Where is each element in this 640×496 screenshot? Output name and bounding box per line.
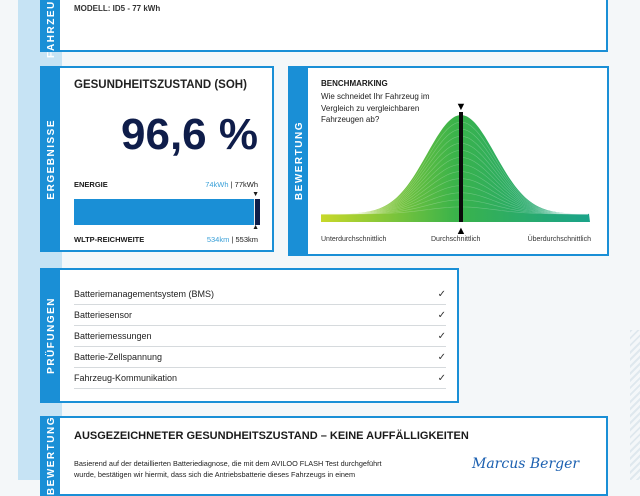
verdict-text-1: Basierend auf der detaillierten Batterie… [74,459,382,468]
checks-panel: PRÜFUNGEN Batteriemanagementsystem (BMS)… [40,268,459,403]
verdict-tab: BEWERTUNG [42,416,60,496]
marker-up-icon: ▲ [252,224,259,231]
check-item: Batteriesensor ✓ [74,305,446,326]
check-label: Batterie-Zellspannung [74,352,163,362]
range-nominal: 553km [235,235,258,244]
checkmark-icon: ✓ [437,309,446,321]
soh-bar-fill [74,199,254,225]
verdict-text-2: wurde, bestätigen wir hiermit, dass sich… [74,470,356,479]
separator: | [228,180,235,189]
label-below: Unterdurchschnittlich [321,236,387,243]
check-label: Fahrzeug-Kommunikation [74,373,178,383]
marker-down-icon: ▼ [456,101,467,113]
check-item: Batteriemanagementsystem (BMS) ✓ [74,284,446,305]
marker-down-icon: ▼ [252,191,259,198]
benchmark-panel: BEWERTUNG BENCHMARKING Wie schneidet Ihr… [288,66,609,256]
vehicle-model: MODELL: ID5 - 77 kWh [74,4,161,13]
results-tab: ERGEBNISSE [42,68,60,250]
range-label: WLTP-REICHWEITE [74,235,145,244]
nominal-marker [255,199,260,225]
checks-tab: PRÜFUNGEN [42,270,60,401]
label-above: Überdurchschnittlich [527,236,591,243]
check-item: Fahrzeug-Kommunikation ✓ [74,368,446,389]
distribution-curve: ▼ ▲ [321,101,590,237]
check-item: Batteriemessungen ✓ [74,326,446,347]
benchmark-title: BENCHMARKING [321,79,388,88]
signature: Marcus Berger [472,456,580,472]
vehicle-panel: FAHRZEUG MODELL: ID5 - 77 kWh [40,0,608,58]
checkmark-icon: ✓ [437,288,446,300]
checkmark-icon: ✓ [437,351,446,363]
energy-nominal: 77kWh [234,180,258,189]
soh-bar [74,199,260,225]
soh-value: 96,6 % [121,110,258,159]
range-values: 534km | 553km [207,235,258,244]
soh-title: GESUNDHEITSZUSTAND (SOH) [74,79,247,91]
check-label: Batteriemessungen [74,331,152,341]
check-label: Batteriemanagementsystem (BMS) [74,289,215,299]
vehicle-tab: FAHRZEUG [42,0,60,58]
benchmark-question: Wie schneidet Ihr Fahrzeug im Vergleich … [321,92,430,124]
position-line [459,112,463,222]
check-item: Batterie-Zellspannung ✓ [74,347,446,368]
checkmark-icon: ✓ [437,372,446,384]
label-average: Durchschnittlich [431,236,481,243]
verdict-title: AUSGEZEICHNETER GESUNDHEITSZUSTAND – KEI… [74,430,469,442]
results-panel: ERGEBNISSE GESUNDHEITSZUSTAND (SOH) 96,6… [40,66,274,252]
energy-current: 74kWh [205,180,229,189]
benchmark-tab: BEWERTUNG [290,68,308,254]
verdict-panel: BEWERTUNG AUSGEZEICHNETER GESUNDHEITSZUS… [40,416,608,496]
energy-label: ENERGIE [74,180,108,189]
marker-up-icon: ▲ [456,225,467,237]
check-label: Batteriesensor [74,310,133,320]
energy-values: 74kWh | 77kWh [205,180,258,189]
decorative-lines [630,330,640,480]
separator: | [229,235,236,244]
range-current: 534km [206,235,230,244]
checkmark-icon: ✓ [437,330,446,342]
